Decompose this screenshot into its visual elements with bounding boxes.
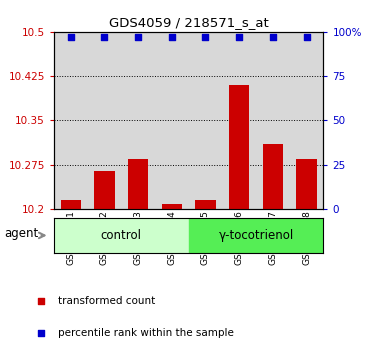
Point [303, 34, 310, 40]
Point [169, 34, 175, 40]
Bar [54, 218, 189, 253]
Bar [290, 32, 323, 209]
Bar [189, 32, 223, 209]
Text: control: control [101, 229, 142, 242]
Point [101, 34, 107, 40]
Point [38, 298, 44, 304]
Title: GDS4059 / 218571_s_at: GDS4059 / 218571_s_at [109, 16, 268, 29]
Point [38, 330, 44, 336]
Bar [263, 144, 283, 209]
Point [236, 34, 242, 40]
Point [135, 34, 141, 40]
Bar [88, 32, 121, 209]
Bar [121, 32, 155, 209]
Bar [128, 159, 148, 209]
Text: γ-tocotrienol: γ-tocotrienol [218, 229, 294, 242]
Bar [256, 32, 290, 209]
Point [270, 34, 276, 40]
Bar [229, 85, 249, 209]
Point [203, 34, 209, 40]
Text: percentile rank within the sample: percentile rank within the sample [58, 327, 234, 338]
Bar [223, 32, 256, 209]
Bar [54, 32, 88, 209]
Bar [155, 32, 189, 209]
Bar [162, 204, 182, 209]
Point [68, 34, 74, 40]
Bar [94, 171, 115, 209]
Text: transformed count: transformed count [58, 296, 155, 306]
Bar [189, 218, 323, 253]
Text: agent: agent [4, 227, 38, 240]
Bar [196, 200, 216, 209]
Bar [61, 200, 81, 209]
Bar [296, 159, 316, 209]
